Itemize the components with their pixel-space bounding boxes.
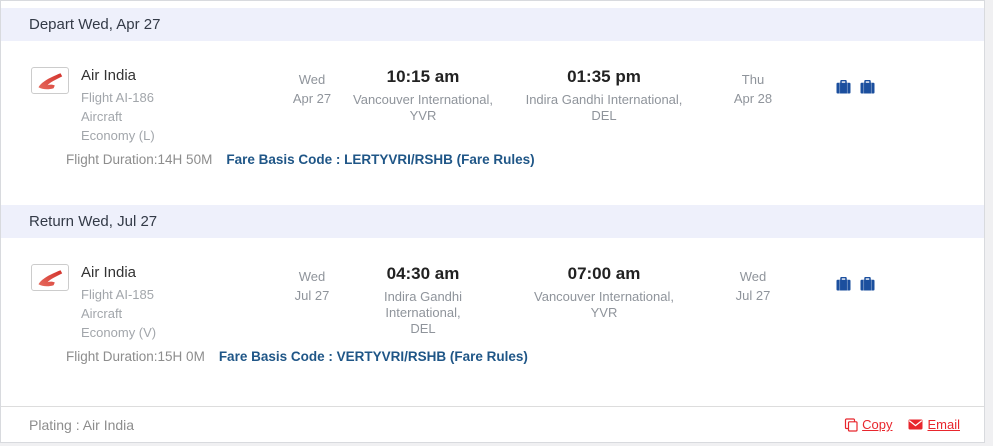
arrival-airport-block: 07:00 am Vancouver International, YVR (498, 264, 710, 321)
footer-links: Copy Email (844, 417, 960, 432)
arrival-day: Wed (739, 269, 767, 284)
air-india-bird-icon (38, 72, 63, 89)
depart-segment: Depart Wed, Apr 27 Air India Flight AI-1… (1, 8, 984, 205)
carrier-text: Air India Flight AI-185 Aircraft Economy… (81, 264, 156, 342)
baggage-allowance (836, 264, 964, 291)
departure-airport-name: Indira Gandhi International, (383, 289, 463, 320)
depart-section-header: Depart Wed, Apr 27 (1, 8, 984, 41)
email-button[interactable]: Email (908, 417, 960, 432)
air-india-logo-box (31, 67, 69, 94)
return-section-header: Return Wed, Jul 27 (1, 205, 984, 238)
flight-duration: Flight Duration:15H 0M (66, 349, 205, 364)
aircraft-label: Aircraft (81, 306, 123, 321)
copy-label: Copy (862, 417, 893, 432)
aircraft-label: Aircraft (81, 109, 123, 124)
air-india-bird-icon (38, 269, 63, 286)
copy-button[interactable]: Copy (844, 417, 892, 432)
departure-day: Wed (298, 72, 326, 87)
departure-date-value: Apr 27 (292, 91, 332, 106)
departure-time: 10:15 am (386, 67, 460, 86)
return-segment: Return Wed, Jul 27 Air India Flight AI-1… (1, 205, 984, 402)
briefcase-icon (860, 80, 875, 94)
carrier-info: Air India Flight AI-185 Aircraft Economy… (31, 264, 276, 342)
departure-day: Wed (298, 269, 326, 284)
arrival-airport-name: Indira Gandhi International, (525, 92, 683, 107)
fare-basis-code-link[interactable]: Fare Basis Code : LERTYVRI/RSHB (Fare Ru… (226, 152, 535, 167)
fare-basis-code-link[interactable]: Fare Basis Code : VERTYVRI/RSHB (Fare Ru… (218, 349, 528, 364)
departure-date: Wed Apr 27 (276, 67, 348, 108)
arrival-day: Thu (741, 72, 765, 87)
briefcase-icon (860, 277, 875, 291)
plating-carrier: Plating : Air India (29, 416, 135, 433)
departure-date-value: Jul 27 (294, 288, 330, 303)
arrival-airport-name: Vancouver International, (534, 289, 674, 304)
flight-row: Air India Flight AI-186 Aircraft Economy… (1, 41, 984, 145)
duration-row: Flight Duration:15H 0M Fare Basis Code :… (1, 342, 984, 402)
duration-row: Flight Duration:14H 50M Fare Basis Code … (1, 145, 984, 205)
air-india-logo-box (31, 264, 69, 291)
flight-number: Flight AI-185 (81, 287, 154, 302)
copy-icon (845, 417, 858, 432)
departure-time: 04:30 am (386, 264, 460, 283)
departure-airport-name: Vancouver International, (353, 92, 493, 107)
arrival-airport-block: 01:35 pm Indira Gandhi International, DE… (498, 67, 710, 124)
flight-duration: Flight Duration:14H 50M (66, 152, 213, 167)
departure-airport-code: DEL (410, 321, 436, 336)
arrival-date: Wed Jul 27 (710, 264, 796, 305)
cabin-class: Economy (V) (81, 325, 157, 340)
cabin-class: Economy (L) (81, 128, 155, 143)
departure-date: Wed Jul 27 (276, 264, 348, 305)
arrival-time: 01:35 pm (567, 67, 641, 86)
footer-bar: Plating : Air India Copy Email (1, 406, 984, 442)
departure-airport-code: YVR (409, 108, 437, 123)
carrier-text: Air India Flight AI-186 Aircraft Economy… (81, 67, 155, 145)
departure-airport-block: 04:30 am Indira Gandhi International, DE… (348, 264, 498, 337)
briefcase-icon (836, 277, 851, 291)
email-envelope-icon (908, 419, 923, 430)
arrival-time: 07:00 am (567, 264, 641, 283)
arrival-airport-code: YVR (590, 305, 618, 320)
flight-row: Air India Flight AI-185 Aircraft Economy… (1, 238, 984, 342)
airline-name: Air India (81, 264, 137, 281)
carrier-info: Air India Flight AI-186 Aircraft Economy… (31, 67, 276, 145)
email-label: Email (927, 417, 960, 432)
arrival-date-value: Apr 28 (733, 91, 773, 106)
airline-name: Air India (81, 67, 137, 84)
arrival-airport-code: DEL (591, 108, 617, 123)
briefcase-icon (836, 80, 851, 94)
baggage-allowance (836, 67, 964, 94)
departure-airport-block: 10:15 am Vancouver International, YVR (348, 67, 498, 124)
arrival-date: Thu Apr 28 (710, 67, 796, 108)
flight-number: Flight AI-186 (81, 90, 154, 105)
arrival-date-value: Jul 27 (735, 288, 771, 303)
